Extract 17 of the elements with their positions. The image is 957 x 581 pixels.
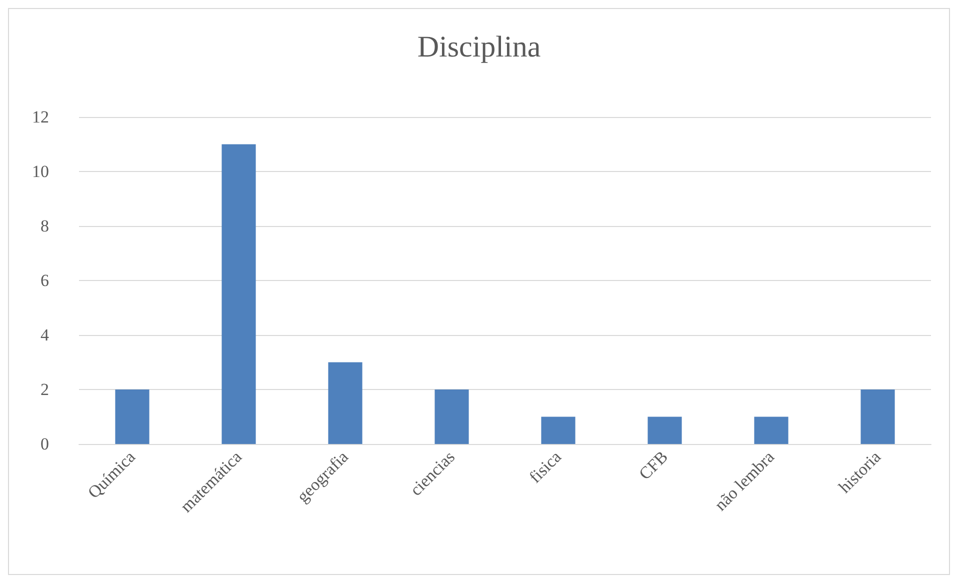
chart-title: Disciplina [417,30,541,64]
x-tick-label: CFB [635,447,672,484]
y-tick-label: 8 [40,216,49,236]
bar [222,144,256,444]
y-tick-label: 0 [40,434,49,454]
y-tick-label: 6 [40,271,49,290]
y-tick-label: 2 [40,380,49,399]
y-tick-label: 12 [32,108,49,126]
bar [860,390,895,444]
bar [115,390,150,444]
y-tick-label: 4 [40,326,50,344]
bar [541,416,576,444]
bar [328,362,362,444]
bar [434,390,469,444]
bar [754,416,788,444]
y-tick-label: 10 [32,162,49,181]
bar [648,416,682,444]
